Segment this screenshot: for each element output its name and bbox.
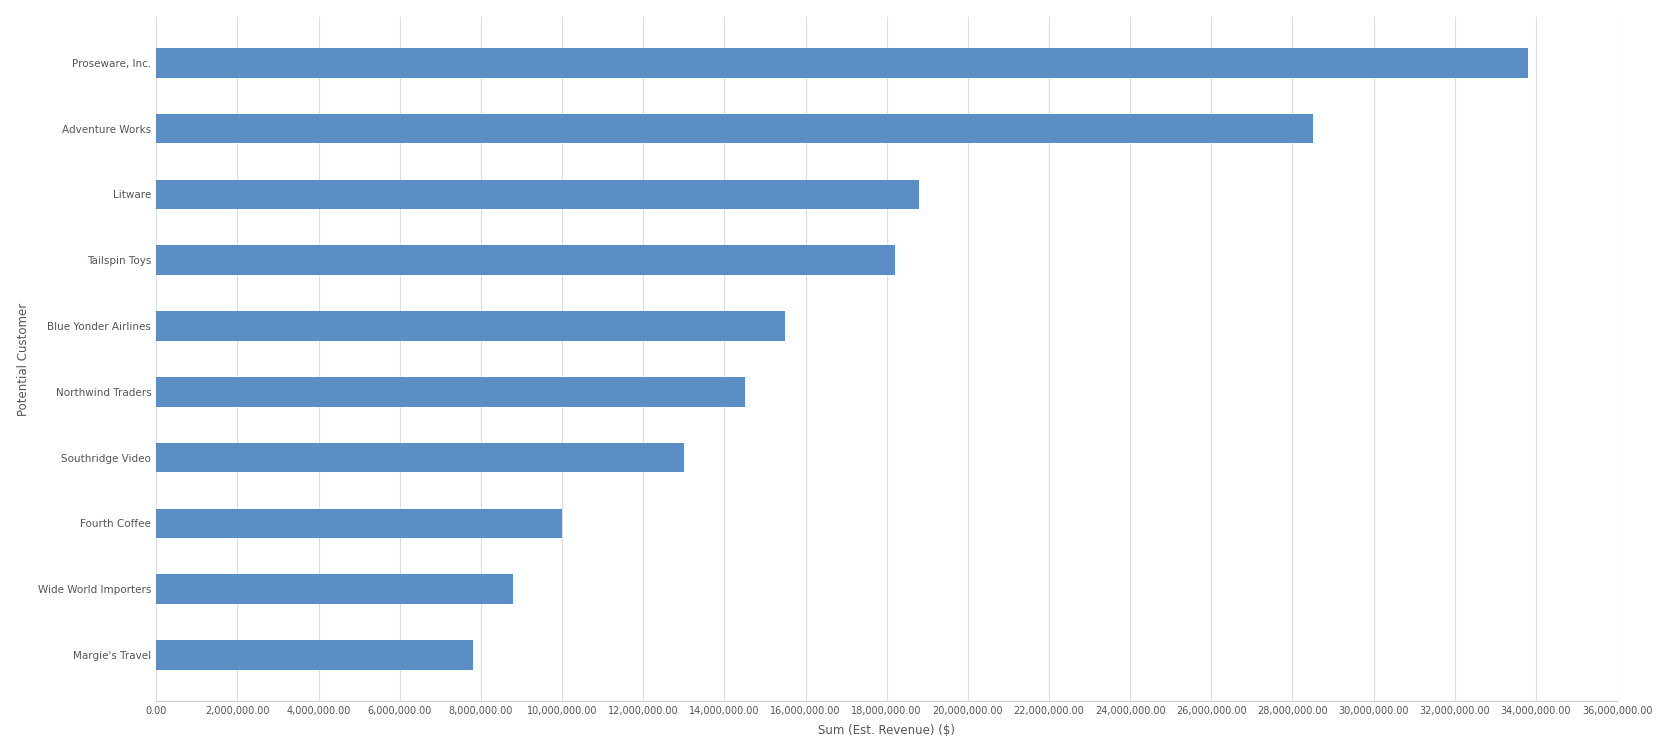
Bar <box>157 179 920 209</box>
Bar <box>157 114 1314 143</box>
Bar <box>157 443 684 473</box>
X-axis label: Sum (Est. Revenue) ($): Sum (Est. Revenue) ($) <box>818 725 955 737</box>
Y-axis label: Potential Customer: Potential Customer <box>17 302 30 415</box>
Bar <box>157 509 562 538</box>
Bar <box>157 245 895 275</box>
Bar <box>157 575 514 604</box>
Bar <box>157 48 1527 78</box>
Bar <box>157 377 744 406</box>
Bar <box>157 640 472 670</box>
Bar <box>157 311 784 341</box>
